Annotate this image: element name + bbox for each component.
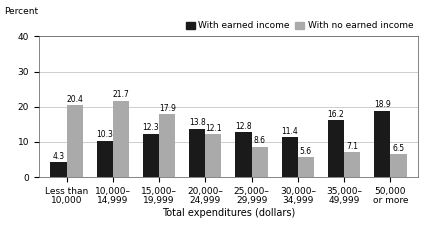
Bar [281, 137, 297, 177]
Text: 12.1: 12.1 [205, 124, 221, 133]
Bar [373, 111, 390, 177]
Bar [113, 101, 129, 177]
Text: 16.2: 16.2 [327, 110, 344, 119]
Text: 6.5: 6.5 [391, 144, 403, 153]
Bar [251, 147, 267, 177]
Legend: With earned income, With no earned income: With earned income, With no earned incom… [185, 21, 413, 30]
Bar [390, 154, 405, 177]
Text: 4.3: 4.3 [52, 152, 64, 160]
Text: 8.6: 8.6 [253, 136, 265, 145]
Text: 12.3: 12.3 [142, 123, 159, 132]
Text: 17.9: 17.9 [158, 104, 175, 113]
Text: 18.9: 18.9 [373, 100, 390, 109]
Text: 11.4: 11.4 [281, 126, 298, 136]
Text: Percent: Percent [4, 7, 38, 16]
Bar [343, 152, 359, 177]
Bar [66, 105, 83, 177]
Bar [189, 128, 205, 177]
Bar [297, 157, 313, 177]
Bar [235, 132, 251, 177]
X-axis label: Total expenditures (dollars): Total expenditures (dollars) [161, 208, 295, 218]
Bar [50, 162, 66, 177]
Text: 12.8: 12.8 [235, 122, 251, 131]
Text: 7.1: 7.1 [345, 142, 357, 151]
Bar [159, 114, 175, 177]
Bar [96, 141, 113, 177]
Bar [327, 120, 343, 177]
Text: 20.4: 20.4 [66, 95, 83, 104]
Bar [142, 134, 159, 177]
Text: 13.8: 13.8 [188, 118, 205, 127]
Text: 5.6: 5.6 [299, 147, 311, 156]
Bar [205, 134, 221, 177]
Text: 10.3: 10.3 [96, 131, 113, 139]
Text: 21.7: 21.7 [112, 90, 129, 99]
